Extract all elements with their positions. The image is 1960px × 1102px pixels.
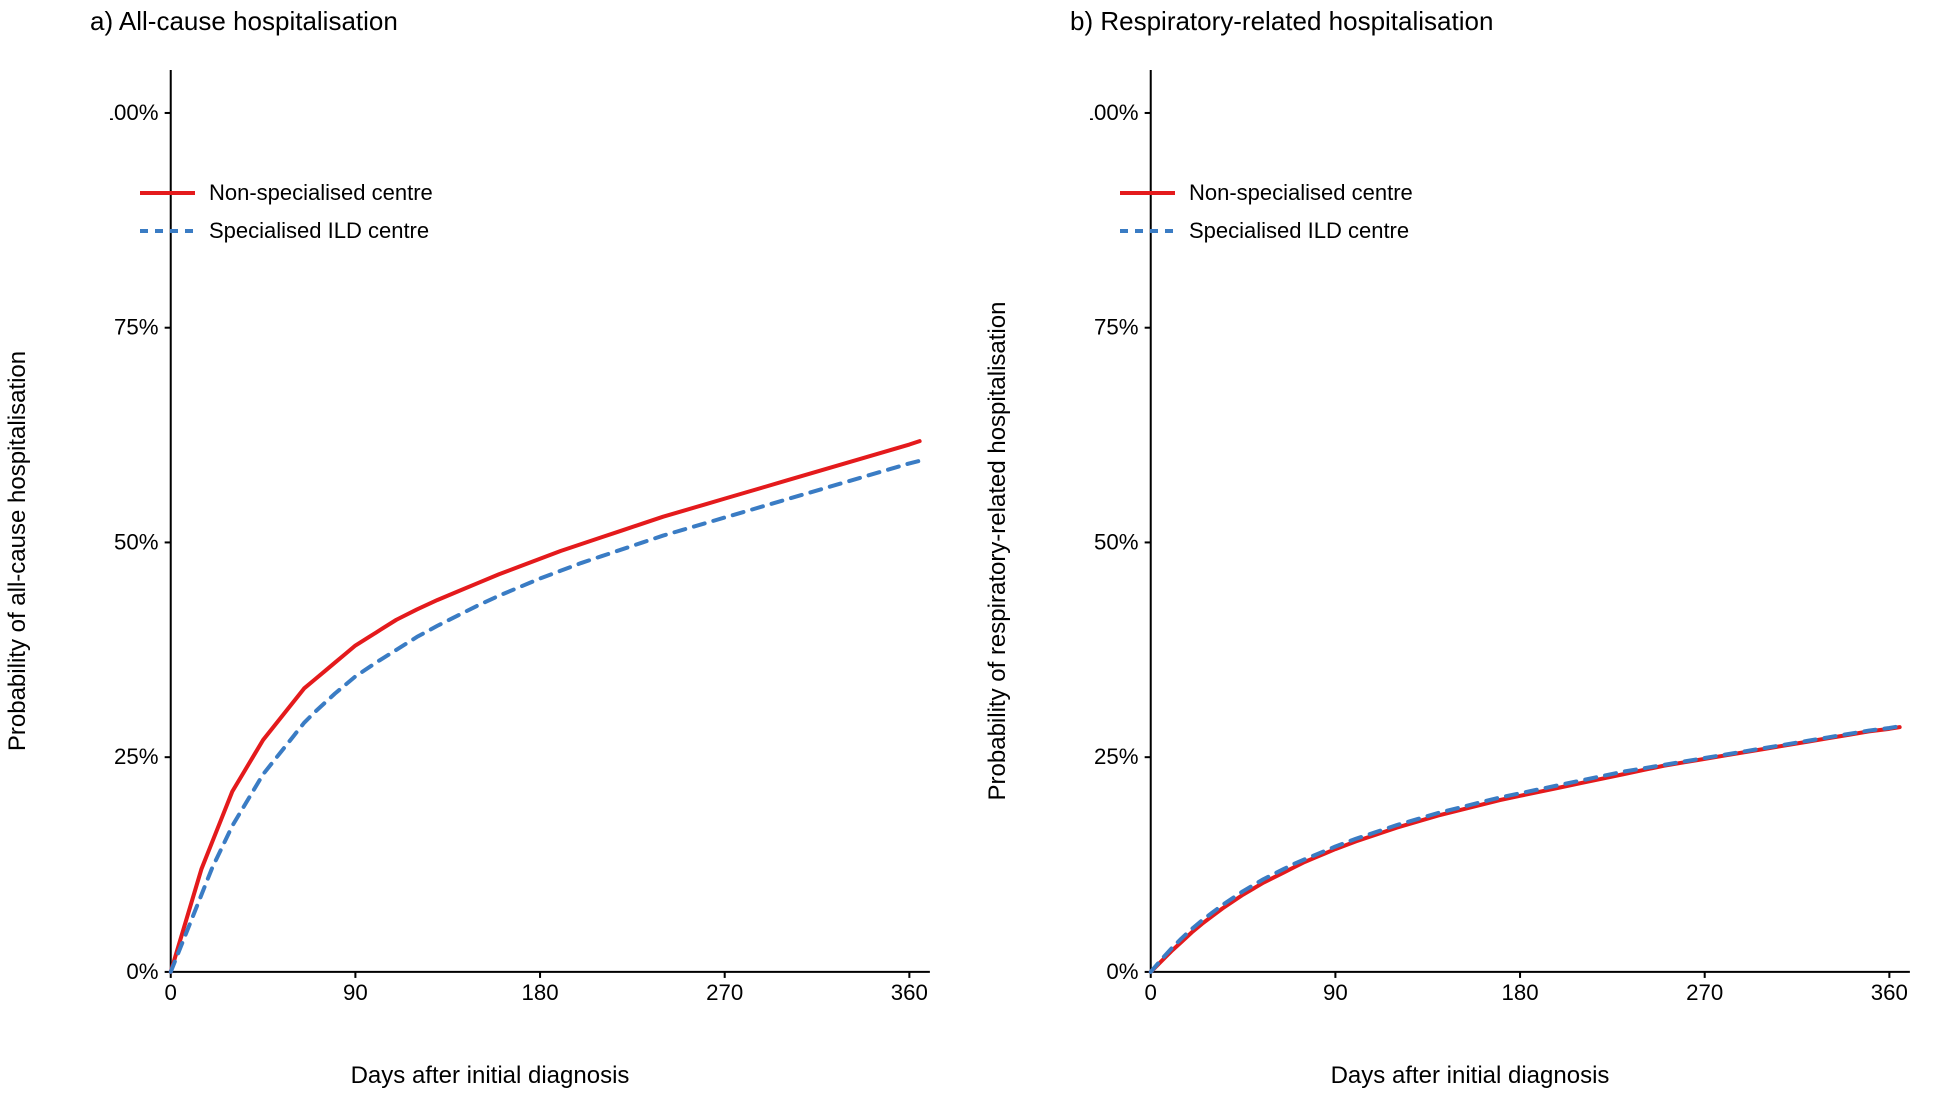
legend-row: Non-specialised centre	[1120, 180, 1413, 206]
svg-text:0%: 0%	[1106, 959, 1138, 984]
svg-text:180: 180	[1501, 980, 1538, 1005]
svg-text:180: 180	[521, 980, 558, 1005]
svg-text:90: 90	[343, 980, 368, 1005]
svg-text:0%: 0%	[126, 959, 158, 984]
legend-row: Specialised ILD centre	[140, 218, 433, 244]
svg-text:75%: 75%	[1094, 315, 1139, 340]
svg-text:50%: 50%	[114, 530, 159, 555]
panel-b: b) Respiratory-related hospitalisation P…	[980, 0, 1960, 1102]
svg-text:50%: 50%	[1094, 530, 1139, 555]
legend-swatch	[140, 226, 195, 236]
svg-text:0: 0	[1145, 980, 1157, 1005]
panel-a-title: a) All-cause hospitalisation	[90, 6, 398, 37]
legend-swatch	[1120, 226, 1175, 236]
legend-row: Specialised ILD centre	[1120, 218, 1413, 244]
svg-text:90: 90	[1323, 980, 1348, 1005]
legend-row: Non-specialised centre	[140, 180, 433, 206]
panel-a-ylabel: Probability of all-cause hospitalisation	[4, 351, 32, 751]
svg-text:75%: 75%	[114, 315, 159, 340]
panel-a-legend: Non-specialised centre Specialised ILD ce…	[140, 180, 433, 256]
legend-label: Specialised ILD centre	[1189, 218, 1409, 244]
panel-b-xlabel: Days after initial diagnosis	[1331, 1062, 1610, 1090]
svg-text:270: 270	[706, 980, 743, 1005]
svg-text:100%: 100%	[110, 100, 159, 125]
svg-text:0: 0	[165, 980, 177, 1005]
panel-a-xlabel: Days after initial diagnosis	[351, 1062, 630, 1090]
legend-swatch	[1120, 188, 1175, 198]
panel-a: a) All-cause hospitalisation Probability…	[0, 0, 980, 1102]
svg-text:25%: 25%	[1094, 744, 1139, 769]
panel-b-legend: Non-specialised centre Specialised ILD ce…	[1120, 180, 1413, 256]
panel-b-ylabel: Probability of respiratory-related hospi…	[984, 302, 1012, 801]
legend-label: Non-specialised centre	[209, 180, 433, 206]
legend-swatch	[140, 188, 195, 198]
chart-container: a) All-cause hospitalisation Probability…	[0, 0, 1960, 1102]
svg-text:25%: 25%	[114, 744, 159, 769]
legend-label: Specialised ILD centre	[209, 218, 429, 244]
panel-b-title: b) Respiratory-related hospitalisation	[1070, 6, 1493, 37]
svg-text:270: 270	[1686, 980, 1723, 1005]
legend-label: Non-specialised centre	[1189, 180, 1413, 206]
svg-text:360: 360	[891, 980, 928, 1005]
svg-text:360: 360	[1871, 980, 1908, 1005]
svg-text:100%: 100%	[1090, 100, 1139, 125]
